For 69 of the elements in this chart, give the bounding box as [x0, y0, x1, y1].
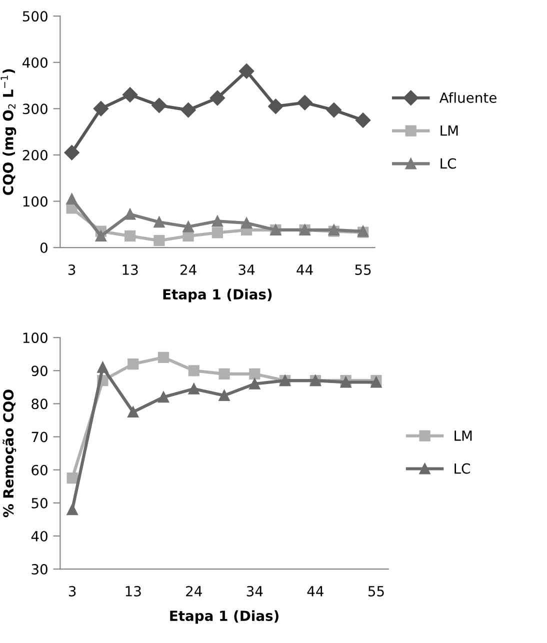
x-tick-label: 55 [355, 264, 371, 275]
x-tick-label: 3 [68, 264, 76, 275]
point [154, 235, 165, 246]
x-tick-label: 34 [246, 586, 263, 596]
x-tick-label: 34 [238, 264, 255, 275]
y-tick-label: 40 [31, 530, 48, 542]
point [218, 368, 230, 380]
y-tick-label: 70 [32, 432, 48, 442]
x-tick-label: 13 [122, 264, 138, 275]
point [152, 98, 167, 113]
y-tick-label: 500 [22, 11, 48, 22]
point [326, 102, 342, 118]
y-tick-label: 50 [32, 498, 48, 508]
y-tick-label: 30 [32, 564, 48, 575]
x-axis-title: Etapa 1 (Dias) [163, 288, 272, 302]
point [66, 472, 78, 484]
point [154, 216, 165, 228]
legend-label: LC [454, 463, 470, 474]
point [188, 365, 200, 376]
point [188, 383, 200, 394]
point [158, 392, 170, 403]
y-tick-label: 200 [22, 150, 48, 160]
point [268, 98, 284, 114]
y-tick-label: 100 [23, 332, 48, 344]
point [124, 208, 136, 220]
point [64, 145, 80, 160]
legend-label: LC [440, 158, 456, 169]
point [241, 217, 252, 229]
point [212, 227, 223, 238]
point [97, 362, 108, 373]
y-tick-label: 90 [32, 366, 48, 376]
point [212, 216, 223, 227]
y-tick-label: 300 [22, 104, 48, 114]
x-tick-label: 44 [296, 264, 313, 275]
point [182, 221, 194, 232]
point [249, 368, 260, 380]
y-tick-label: 100 [23, 196, 48, 207]
point [238, 64, 254, 79]
point [93, 101, 109, 116]
point [297, 95, 312, 110]
point [122, 87, 138, 102]
legend-label: Afluente [439, 92, 496, 103]
x-tick-label: 24 [180, 264, 196, 275]
point [218, 390, 230, 401]
legend-label: LM [454, 430, 472, 441]
point [124, 230, 136, 242]
x-tick-label: 3 [68, 586, 76, 596]
x-tick-label: 24 [186, 586, 202, 596]
y-tick-label: 60 [32, 464, 48, 476]
point [158, 352, 170, 363]
point [128, 406, 139, 418]
point [66, 504, 78, 516]
legend-label: LM [440, 126, 458, 136]
y-tick-label: 0 [40, 242, 48, 254]
x-tick-label: 44 [307, 586, 324, 596]
y-tick-label: 80 [32, 398, 48, 410]
x-axis-title: Etapa 1 (Dias) [170, 610, 278, 624]
y-axis-title: % Remoção CQO [2, 390, 16, 518]
point [128, 358, 139, 370]
y-tick-label: 400 [22, 57, 48, 68]
point [95, 230, 106, 242]
x-tick-label: 55 [368, 586, 384, 596]
y-axis-title: CQO (mg O$_{2}$ L$^{−1}$) [0, 69, 16, 195]
point [66, 193, 78, 204]
point [210, 90, 225, 106]
point [180, 102, 196, 118]
x-tick-label: 13 [126, 586, 141, 596]
point [355, 112, 371, 128]
point [249, 378, 260, 390]
